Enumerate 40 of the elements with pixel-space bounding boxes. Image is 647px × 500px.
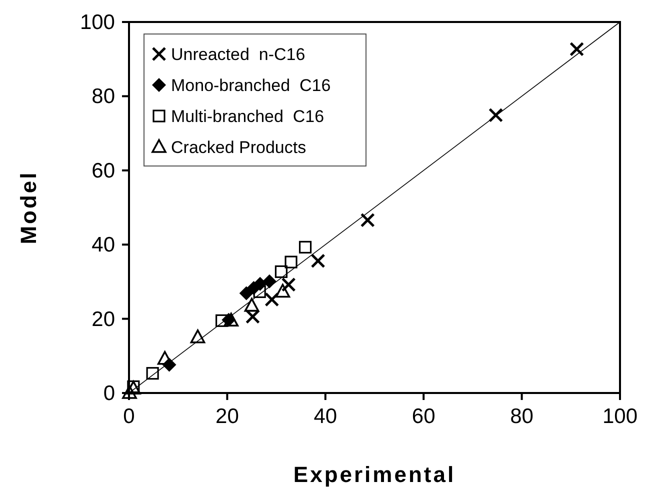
point [162,358,176,372]
legend-label: Multi-branched C16 [171,107,324,126]
point [146,367,159,380]
point [245,309,260,324]
point [275,284,290,298]
y-tick-label: 60 [92,159,115,182]
point [298,240,312,254]
point [253,276,268,291]
point [244,298,260,312]
x-axis-title: Experimental [293,462,456,487]
point [284,256,298,268]
point [310,254,326,268]
point [190,329,206,344]
point [274,265,288,278]
x-tick-label: 80 [510,405,534,428]
x-tick-label: 40 [314,405,338,428]
legend-label: Unreacted n-C16 [171,45,306,64]
x-tick-label: 100 [602,405,638,428]
point [262,274,276,288]
point [360,212,375,228]
x-tick-label: 0 [123,405,135,428]
y-axis-title: Model [16,170,41,244]
point [239,286,254,300]
point [281,277,296,292]
y-tick-label: 100 [80,11,115,34]
point [570,42,584,56]
legend-label: Cracked Products [171,138,306,157]
y-tick-label: 80 [92,85,115,108]
x-tick-label: 20 [216,405,239,428]
y-tick-label: 20 [92,308,115,331]
point [216,314,228,327]
point [122,385,137,399]
x-tick-label: 60 [412,405,436,428]
legend-label: Mono-branched C16 [171,76,331,95]
point [488,108,504,122]
y-tick-label: 0 [103,382,115,405]
point [222,312,236,327]
point [224,312,239,327]
point [264,292,280,307]
y-tick-label: 40 [92,234,115,257]
